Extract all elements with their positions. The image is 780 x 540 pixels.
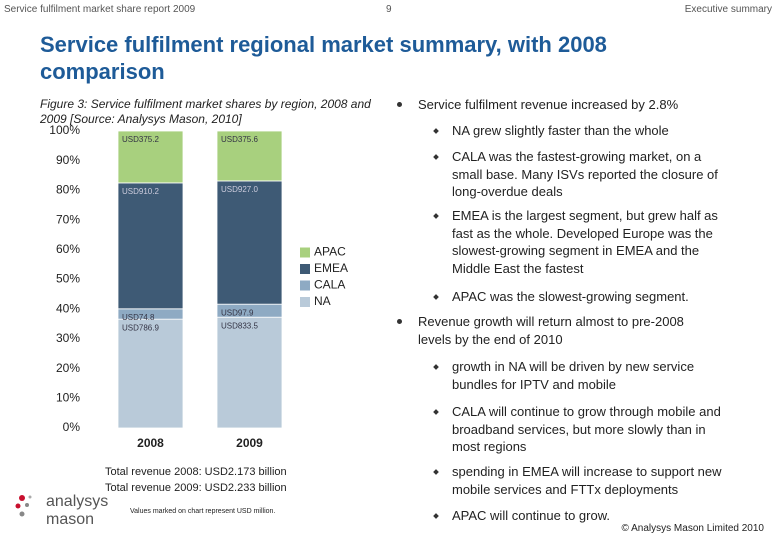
y-tick-label: 40% — [56, 301, 80, 315]
page-number: 9 — [386, 4, 392, 15]
logo: analysys mason — [15, 493, 108, 528]
logo-line-2: mason — [46, 511, 94, 528]
x-tick-label: 2008 — [137, 436, 164, 450]
sub-bullet-text: spending in EMEA will increase to suppor… — [452, 464, 722, 497]
bar-segment — [117, 318, 184, 429]
logo-line-1: analysys — [46, 493, 108, 510]
copyright: © Analysys Mason Limited 2010 — [621, 523, 764, 534]
legend-label: APAC — [314, 245, 346, 259]
total-2008: Total revenue 2008: USD2.173 billion — [105, 466, 287, 478]
value-label: USD97.9 — [221, 308, 254, 317]
y-tick-label: 0% — [63, 420, 81, 434]
y-tick-label: 100% — [49, 123, 80, 137]
y-tick-label: 80% — [56, 183, 80, 197]
legend-swatch — [300, 297, 310, 307]
figure-caption: Figure 3: Service fulfilment market shar… — [40, 97, 371, 126]
value-label: USD375.6 — [221, 135, 258, 144]
legend-label: NA — [314, 294, 331, 308]
bullet-dot — [397, 319, 402, 324]
value-label: USD375.2 — [122, 135, 159, 144]
sub-bullet-text: CALA was the fastest-growing market, on … — [452, 149, 718, 199]
y-tick-label: 60% — [56, 242, 80, 256]
total-2009: Total revenue 2009: USD2.233 billion — [105, 482, 287, 494]
slide-title: Service fulfilment regional market summa… — [40, 32, 607, 84]
legend-swatch — [300, 247, 310, 258]
sub-bullet-text: NA grew slightly faster than the whole — [452, 123, 669, 138]
value-label: USD927.0 — [221, 185, 258, 194]
sub-bullet-text: APAC was the slowest-growing segment. — [452, 289, 689, 304]
y-tick-label: 20% — [56, 361, 80, 375]
y-tick-label: 10% — [56, 390, 80, 404]
bar-segment — [216, 180, 283, 305]
value-label: USD833.5 — [221, 321, 258, 330]
legend-label: CALA — [314, 278, 345, 292]
legend-swatch — [300, 264, 310, 274]
y-tick-label: 50% — [56, 272, 80, 286]
bullet-text: Revenue growth will return almost to pre… — [418, 314, 684, 347]
chart-note: Values marked on chart represent USD mil… — [130, 508, 276, 515]
sub-bullet-text: CALA will continue to grow through mobil… — [452, 404, 721, 454]
bar-segment — [216, 130, 283, 182]
y-tick-label: 30% — [56, 331, 80, 345]
header-right: Executive summary — [684, 4, 772, 15]
header-left: Service fulfilment market share report 2… — [4, 4, 196, 15]
value-label: USD74.8 — [122, 313, 155, 322]
legend-swatch — [300, 280, 310, 291]
totals: Total revenue 2008: USD2.173 billion Tot… — [105, 464, 287, 496]
value-label: USD910.2 — [122, 187, 159, 196]
sub-bullet-text: growth in NA will be driven by new servi… — [452, 359, 695, 392]
bar-segment — [216, 316, 283, 429]
legend-label: EMEA — [314, 261, 348, 275]
bullet-dot — [397, 102, 402, 107]
y-tick-label: 90% — [56, 153, 80, 167]
bar-segment — [117, 182, 184, 310]
bullet-text: Service fulfilment revenue increased by … — [418, 97, 679, 112]
bar-segment — [117, 130, 184, 184]
y-tick-label: 70% — [56, 212, 80, 226]
sub-bullet-text: APAC will continue to grow. — [452, 508, 610, 523]
x-tick-label: 2009 — [236, 436, 263, 450]
sub-bullet-text: EMEA is the largest segment, but grew ha… — [452, 208, 718, 276]
value-label: USD786.9 — [122, 323, 159, 332]
